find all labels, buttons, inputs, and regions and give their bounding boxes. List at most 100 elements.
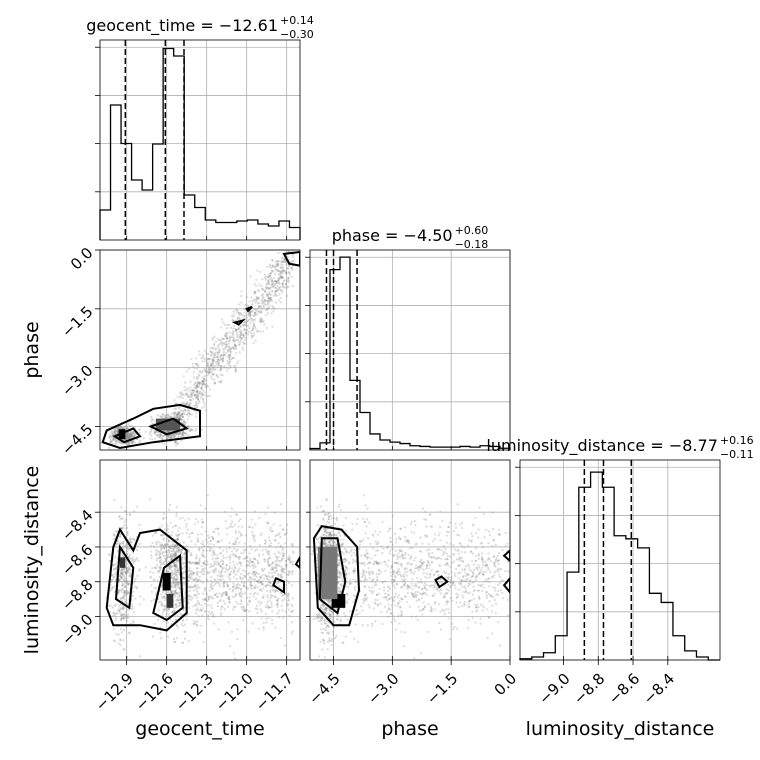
- sample-point: [249, 310, 252, 313]
- sample-point: [200, 533, 203, 536]
- contour-line: [231, 318, 246, 326]
- sample-point: [240, 294, 243, 298]
- sample-point: [172, 580, 175, 583]
- sample-point: [326, 513, 329, 516]
- sample-point: [259, 576, 262, 579]
- sample-point: [248, 327, 251, 330]
- sample-point: [264, 303, 267, 307]
- sample-point: [192, 383, 195, 386]
- sample-point: [464, 587, 467, 590]
- sample-point: [280, 290, 283, 294]
- sample-point: [208, 370, 211, 374]
- sample-point: [217, 362, 220, 365]
- sample-point: [196, 590, 199, 593]
- sample-point: [250, 518, 253, 521]
- sample-point: [176, 412, 180, 416]
- sample-point: [175, 566, 178, 569]
- sample-point: [161, 562, 164, 565]
- sample-point: [174, 411, 177, 414]
- sample-point: [288, 273, 291, 276]
- sample-point: [180, 392, 183, 395]
- sample-point: [232, 652, 235, 655]
- sample-point: [291, 248, 293, 250]
- sample-point: [288, 558, 291, 561]
- sample-point: [125, 569, 128, 572]
- sample-point: [386, 599, 389, 602]
- sample-point: [232, 327, 235, 330]
- sample-point: [175, 550, 178, 554]
- sample-point: [376, 549, 380, 552]
- sample-point: [189, 396, 192, 399]
- sample-point: [222, 343, 226, 346]
- sample-point: [194, 588, 198, 591]
- sample-point: [287, 593, 290, 596]
- sample-point: [177, 433, 180, 436]
- sample-point: [291, 570, 294, 573]
- sample-point: [197, 365, 200, 368]
- sample-point: [182, 566, 185, 570]
- sample-point: [176, 569, 179, 572]
- sample-point: [468, 579, 472, 583]
- sample-point: [116, 427, 120, 430]
- sample-point: [285, 260, 288, 264]
- sample-point: [123, 590, 126, 593]
- sample-point: [209, 582, 213, 586]
- sample-point: [420, 587, 424, 591]
- sample-point: [166, 436, 169, 439]
- sample-point: [179, 612, 182, 615]
- sample-point: [191, 561, 194, 564]
- sample-point: [187, 601, 190, 604]
- sample-point: [205, 358, 208, 361]
- sample-point: [277, 581, 280, 584]
- sample-point: [171, 565, 174, 568]
- sample-point: [179, 432, 182, 436]
- sample-point: [228, 339, 232, 342]
- sample-point: [160, 604, 163, 607]
- sample-point: [254, 339, 257, 342]
- sample-point: [173, 584, 176, 588]
- sample-point: [267, 536, 270, 539]
- sample-point: [219, 565, 222, 568]
- sample-point: [249, 310, 252, 313]
- sample-point: [459, 581, 463, 585]
- sample-point: [267, 273, 270, 277]
- sample-point: [460, 550, 463, 553]
- sample-point: [180, 548, 184, 551]
- sample-point: [170, 590, 173, 594]
- sample-point: [122, 574, 125, 577]
- sample-point: [211, 373, 214, 376]
- sample-point: [364, 578, 367, 581]
- sample-point: [213, 356, 216, 359]
- sample-point: [194, 362, 198, 365]
- sample-point: [235, 592, 238, 596]
- sample-point: [120, 617, 123, 620]
- sample-point: [121, 582, 124, 586]
- sample-point: [529, 598, 531, 600]
- sample-point: [247, 587, 250, 591]
- sample-point: [177, 410, 180, 413]
- sample-point: [276, 269, 279, 272]
- sample-point: [337, 526, 340, 529]
- panel-frame: [99, 249, 301, 451]
- sample-point: [265, 308, 268, 311]
- sample-point: [456, 596, 459, 599]
- sample-point: [165, 430, 168, 433]
- sample-point: [175, 599, 178, 602]
- sample-point: [279, 636, 283, 640]
- sample-point: [224, 593, 227, 596]
- sample-point: [463, 546, 466, 549]
- sample-point: [266, 521, 269, 524]
- sample-point: [237, 311, 240, 314]
- sample-point: [183, 607, 186, 610]
- sample-point: [425, 593, 428, 596]
- sample-point: [229, 351, 233, 354]
- sample-point: [161, 435, 165, 438]
- sample-point: [188, 367, 191, 370]
- sample-point: [243, 338, 246, 342]
- sample-point: [324, 542, 327, 545]
- sample-point: [264, 558, 267, 561]
- sample-point: [213, 373, 216, 376]
- sample-point: [203, 357, 206, 360]
- sample-point: [183, 420, 186, 423]
- sample-point: [216, 344, 220, 347]
